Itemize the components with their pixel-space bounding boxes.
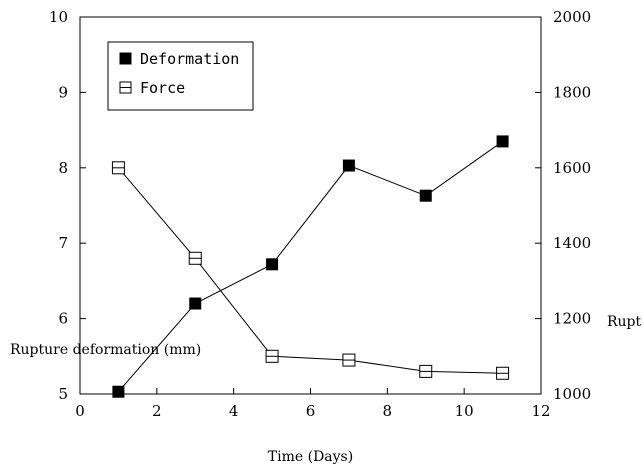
x-tick-label: 10 <box>455 402 474 420</box>
right-y-tick-label: 1600 <box>553 159 591 177</box>
left-y-axis-title: Rupture deformation (mm) <box>10 342 201 358</box>
legend-marker-deformation <box>119 52 132 65</box>
x-axis-title: Time (Days) <box>268 449 353 465</box>
right-y-tick-label: 1200 <box>553 310 591 328</box>
right-y-tick-label: 2000 <box>553 8 591 26</box>
series-layer <box>111 135 510 398</box>
left-y-tick-label: 5 <box>58 385 68 403</box>
series-line-force <box>118 167 503 374</box>
legend-box <box>107 41 254 111</box>
legend-label-deformation: Deformation <box>140 50 239 68</box>
left-y-tick-label: 8 <box>58 159 68 177</box>
data-point-deformation <box>496 135 509 148</box>
right-y-axis: 1000 1200 1400 1600 1800 2000 <box>535 8 591 403</box>
x-tick-label: 6 <box>306 402 316 420</box>
series-line-deformation <box>118 141 503 393</box>
right-y-tick-label: 1000 <box>553 385 591 403</box>
right-y-axis-title: Rupt <box>607 314 642 330</box>
x-tick-label: 12 <box>531 402 550 420</box>
left-y-axis: 5 6 7 8 9 10 <box>49 8 86 403</box>
x-tick-label: 2 <box>152 402 162 420</box>
x-tick-label: 0 <box>75 402 85 420</box>
right-y-tick-label: 1800 <box>553 83 591 101</box>
left-y-tick-label: 9 <box>58 83 68 101</box>
x-tick-label: 8 <box>383 402 393 420</box>
right-y-tick-label: 1400 <box>553 234 591 252</box>
data-point-deformation <box>419 189 432 202</box>
left-y-tick-label: 7 <box>58 234 68 252</box>
x-tick-label: 4 <box>229 402 239 420</box>
left-y-tick-label: 10 <box>49 8 68 26</box>
data-point-deformation <box>189 297 202 310</box>
data-point-deformation <box>112 385 125 398</box>
x-axis: 0 2 4 6 8 10 12 <box>75 388 551 420</box>
legend-label-force: Force <box>140 79 185 97</box>
legend: Deformation Force <box>107 41 254 111</box>
data-point-deformation <box>342 159 355 172</box>
data-point-deformation <box>266 258 279 271</box>
left-y-tick-label: 6 <box>58 310 68 328</box>
